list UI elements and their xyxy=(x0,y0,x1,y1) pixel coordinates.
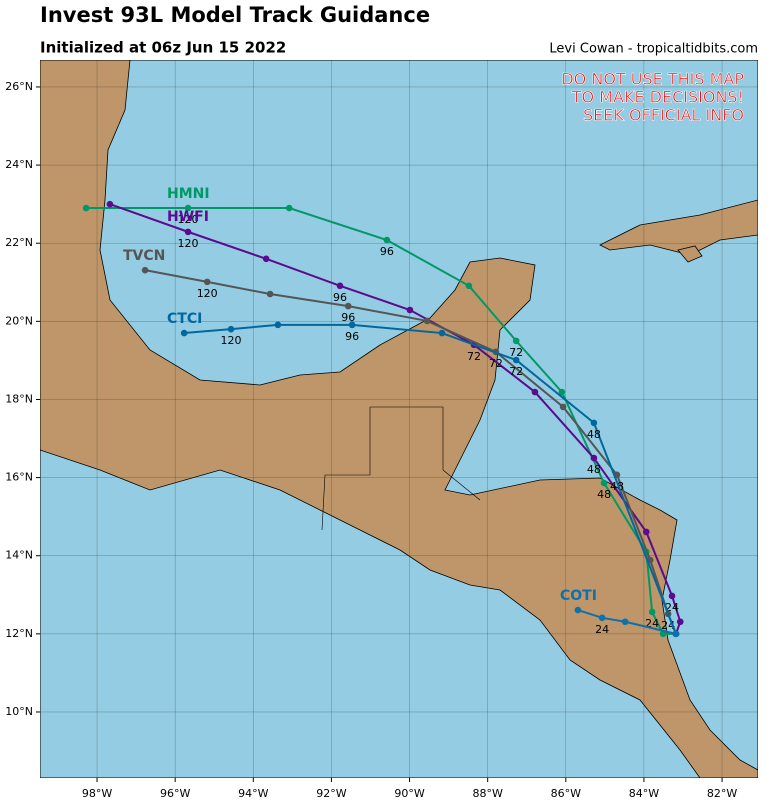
track-point xyxy=(336,282,344,290)
track-point xyxy=(262,255,270,263)
x-tick-label: 84°W xyxy=(629,787,659,800)
hour-label: 48 xyxy=(587,428,601,441)
y-tick-label: 18°N xyxy=(5,392,33,405)
track-point xyxy=(512,337,520,345)
track-point xyxy=(598,614,606,622)
track-point xyxy=(648,608,656,616)
track-point xyxy=(184,228,192,236)
hour-label: 120 xyxy=(197,287,218,300)
land xyxy=(40,60,758,778)
track-point xyxy=(438,329,446,337)
track-point xyxy=(659,630,667,638)
y-tick-label: 22°N xyxy=(5,236,33,249)
land-jamaica xyxy=(677,245,703,263)
track-point xyxy=(600,479,608,487)
track-point xyxy=(406,306,414,314)
track-point xyxy=(423,317,431,325)
subtitle: Initialized at 06z Jun 15 2022 xyxy=(40,39,286,57)
track-line xyxy=(86,207,676,635)
hour-label: 96 xyxy=(341,311,355,324)
model-name: HWFI xyxy=(167,209,209,225)
track-point xyxy=(141,266,149,274)
hour-label: 72 xyxy=(489,357,503,370)
warning-text: TO MAKE DECISIONS! xyxy=(571,88,744,107)
track-point xyxy=(227,325,235,333)
hour-label: 120 xyxy=(178,213,199,226)
track-line xyxy=(577,609,677,635)
track-point xyxy=(348,321,356,329)
hour-label: 96 xyxy=(380,245,394,258)
x-tick-label: 88°W xyxy=(472,787,502,800)
y-tick-label: 16°N xyxy=(5,471,33,484)
track-line xyxy=(184,323,677,635)
track-point xyxy=(180,329,188,337)
model-name: CTCI xyxy=(167,311,202,327)
model-name: COTI xyxy=(560,588,597,604)
y-tick-label: 12°N xyxy=(5,627,33,640)
x-tick-label: 94°W xyxy=(238,787,268,800)
hour-label: 120 xyxy=(178,237,199,250)
track-point xyxy=(344,302,352,310)
map-area: 24487296120HMNI24487296120HWFI2448729612… xyxy=(40,60,758,778)
track-point xyxy=(285,204,293,212)
x-tick-label: 82°W xyxy=(707,787,737,800)
y-tick-label: 14°N xyxy=(5,549,33,562)
track-point xyxy=(558,388,566,396)
track-point xyxy=(465,282,473,290)
track-point xyxy=(184,204,192,212)
track-point xyxy=(590,419,598,427)
hour-label: 72 xyxy=(467,350,481,363)
y-tick-label: 20°N xyxy=(5,314,33,327)
model-name: TVCN xyxy=(123,248,165,264)
y-tick-label: 26°N xyxy=(5,80,33,93)
track-point xyxy=(621,618,629,626)
hour-label: 120 xyxy=(221,334,242,347)
model-name: HMNI xyxy=(167,186,210,202)
track-point xyxy=(672,630,680,638)
track-point xyxy=(531,388,539,396)
hour-label: 48 xyxy=(597,488,611,501)
x-tick-label: 96°W xyxy=(160,787,190,800)
track-point xyxy=(642,528,650,536)
hour-label: 96 xyxy=(333,291,347,304)
track-line xyxy=(109,203,682,635)
warning-text: SEEK OFFICIAL INFO xyxy=(583,106,744,125)
track-point xyxy=(383,236,391,244)
track-point xyxy=(274,321,282,329)
x-tick-label: 86°W xyxy=(551,787,581,800)
track-point xyxy=(203,278,211,286)
track-point xyxy=(590,454,598,462)
track-point xyxy=(559,403,567,411)
x-tick-label: 90°W xyxy=(394,787,424,800)
hour-label: 48 xyxy=(587,463,601,476)
x-tick-label: 98°W xyxy=(82,787,112,800)
track-point xyxy=(668,592,676,600)
y-tick-label: 10°N xyxy=(5,705,33,718)
hour-label: 72 xyxy=(509,346,523,359)
x-tick-label: 92°W xyxy=(316,787,346,800)
border xyxy=(321,406,481,531)
track-point xyxy=(512,356,520,364)
track-point xyxy=(574,606,582,614)
hour-label: 24 xyxy=(595,623,609,636)
hour-label: 96 xyxy=(345,330,359,343)
track-point xyxy=(82,204,90,212)
track-point xyxy=(676,618,684,626)
title: Invest 93L Model Track Guidance xyxy=(40,3,430,27)
y-tick-label: 24°N xyxy=(5,158,33,171)
land-cuba xyxy=(599,199,758,256)
hour-label: 72 xyxy=(509,365,523,378)
warning-text: DO NOT USE THIS MAP xyxy=(561,70,744,89)
credit: Levi Cowan - tropicaltidbits.com xyxy=(549,42,758,57)
track-point xyxy=(266,290,274,298)
track-point xyxy=(106,200,114,208)
